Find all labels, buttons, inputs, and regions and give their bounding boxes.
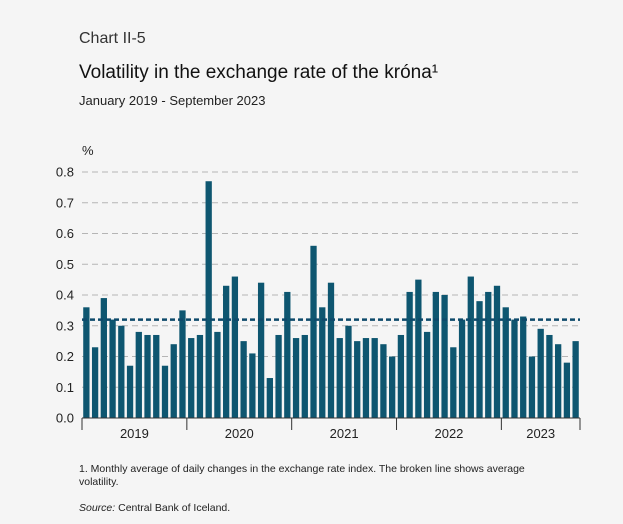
x-tick-label: 2022 [434,426,463,441]
bar [275,334,282,418]
y-tick-label: 0.3 [56,318,74,333]
bar [354,341,361,418]
bar [441,295,448,418]
source-text: Central Bank of Iceland. [118,502,231,514]
y-tick-label: 0.5 [56,257,74,272]
bar [231,276,239,418]
bar [319,307,326,418]
bar [249,353,256,418]
bar [240,341,247,418]
source-label: Source: [79,502,116,514]
x-tick-label: 2020 [225,426,254,441]
y-tick-label: 0.2 [56,349,74,364]
chart-number-label: Chart II-5 [79,30,146,47]
bar [485,291,492,418]
bar [511,319,518,418]
bar [362,338,370,418]
bar [100,298,107,418]
bar [520,316,527,418]
bar [153,334,160,418]
bar [493,285,501,418]
bar [196,334,204,418]
source-line: Source: Central Bank of Iceland. [79,502,230,514]
bar [179,310,186,418]
bar [371,338,378,418]
y-tick-label: 0.0 [56,411,74,426]
bar [310,245,317,418]
bars [83,181,579,418]
bar [170,344,177,418]
bar [292,338,300,418]
bar [327,282,335,418]
y-tick-label: 0.7 [56,195,74,210]
bar [406,291,413,418]
bar [528,356,536,418]
y-tick-label: 0.8 [56,165,74,180]
bar [126,365,134,418]
bar [161,365,169,418]
bar [336,338,343,418]
bar [284,291,291,418]
bar [458,319,466,418]
y-tick-label: 0.1 [56,380,74,395]
bar [257,282,265,418]
bar [415,279,422,418]
x-tick-label: 2023 [526,426,555,441]
bar [301,334,308,418]
x-axis-year-labels: 2019 2020 2021 2022 2023 [120,426,555,441]
bar [450,347,457,418]
y-tick-label: 0.6 [56,226,74,241]
y-tick-label: 0.4 [56,288,74,303]
bar [91,347,99,418]
bar [572,341,579,418]
bar [214,331,221,418]
footnote: 1. Monthly average of daily changes in t… [79,463,525,488]
bar [144,334,151,418]
x-tick-label: 2021 [330,426,359,441]
bar [223,285,230,418]
bar [423,331,431,418]
chart-subtitle: January 2019 - September 2023 [79,93,266,108]
bar [389,356,396,418]
y-axis-unit-label: % [82,143,94,158]
bar [266,378,273,418]
x-axis [81,417,581,430]
bar [467,276,474,418]
bar [537,328,544,418]
bar [345,325,352,418]
bar [563,362,571,418]
bar [432,291,439,418]
bar [397,334,405,418]
bar [188,338,195,418]
bar [502,307,509,418]
bar [205,181,212,418]
bar [476,301,483,418]
bar [118,325,125,418]
chart-title: Volatility in the exchange rate of the k… [79,62,439,83]
y-axis-ticks: 0.0 0.1 0.2 0.3 0.4 0.5 0.6 0.7 0.8 [56,165,74,426]
bar [546,334,553,418]
bar [380,344,387,418]
bar [135,331,142,418]
bar [109,319,116,418]
bar [83,307,90,418]
bar [555,344,562,418]
x-tick-label: 2019 [120,426,149,441]
